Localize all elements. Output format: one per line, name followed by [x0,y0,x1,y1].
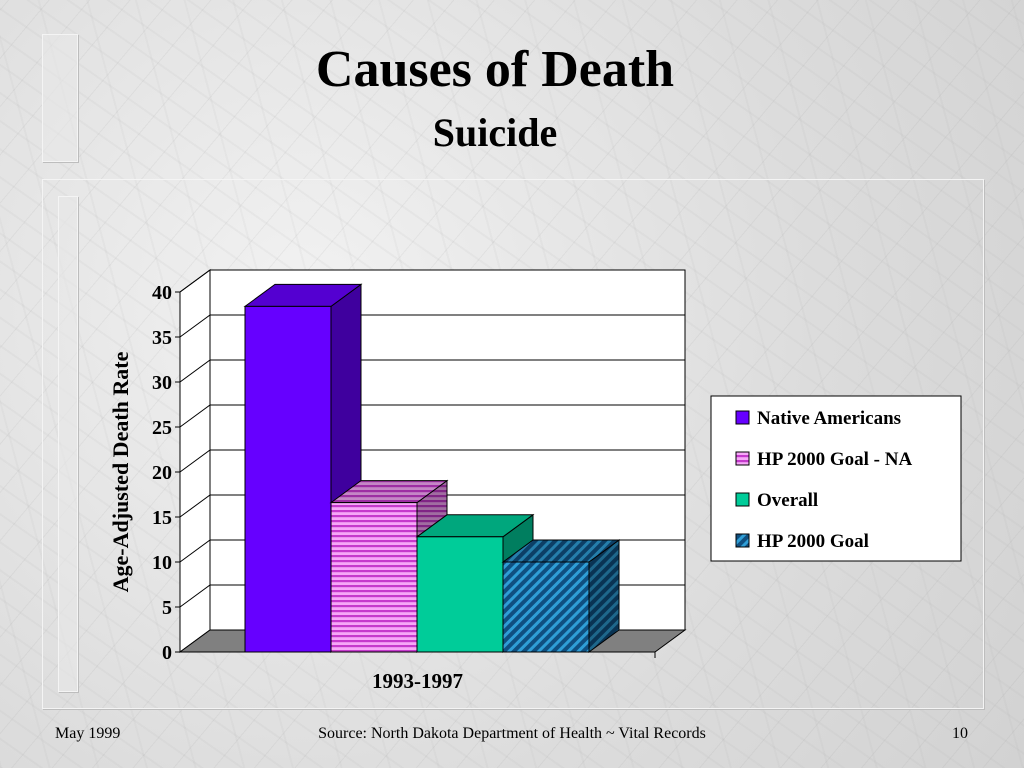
legend-swatch [735,492,750,507]
y-tick-label: 5 [162,597,172,619]
footer-date: May 1999 [55,725,121,742]
y-tick-label: 35 [152,327,172,349]
bar-top-shade [331,480,447,503]
y-tick-label: 20 [152,462,172,484]
legend-swatch [735,410,750,425]
footer-source: Source: North Dakota Department of Healt… [318,725,706,742]
legend-swatch [735,451,750,466]
y-axis-label: Age-Adjusted Death Rate [108,351,133,592]
gridline [179,494,685,518]
chart-frame [42,179,984,709]
gridline [179,269,685,293]
gridline [179,314,685,338]
legend-label: Native Americans [757,408,901,429]
legend-label: Overall [757,490,818,511]
legend-swatch [735,533,750,548]
gridline [179,449,685,473]
bar-top-shade [503,540,619,562]
slide-title: Causes of Death [315,41,675,98]
decorative-bar-top-left [42,34,78,162]
y-tick-label: 30 [152,372,172,394]
legend-box [710,395,962,562]
slide-subtitle: Suicide [432,110,558,155]
bar-hp-2000-goal [501,539,621,653]
y-tick-label: 40 [152,282,172,304]
decorative-bar-chart-left [58,196,78,692]
bar-native-americans [243,283,363,653]
gridline [179,359,685,383]
footer-page-number: 10 [952,725,968,742]
y-tick-label: 15 [152,507,172,529]
legend-label: HP 2000 Goal - NA [757,449,912,470]
gridline [179,404,685,428]
bar-front [244,305,332,653]
bar-front [502,561,590,653]
y-tick-label: 10 [152,552,172,574]
y-tick-label: 0 [162,642,172,664]
legend-label: HP 2000 Goal [757,531,869,552]
bar-side-shade [589,540,619,652]
bar-front [416,536,504,653]
x-category-label: 1993-1997 [372,669,463,693]
y-tick-label: 25 [152,417,172,439]
bar-front [330,502,418,653]
